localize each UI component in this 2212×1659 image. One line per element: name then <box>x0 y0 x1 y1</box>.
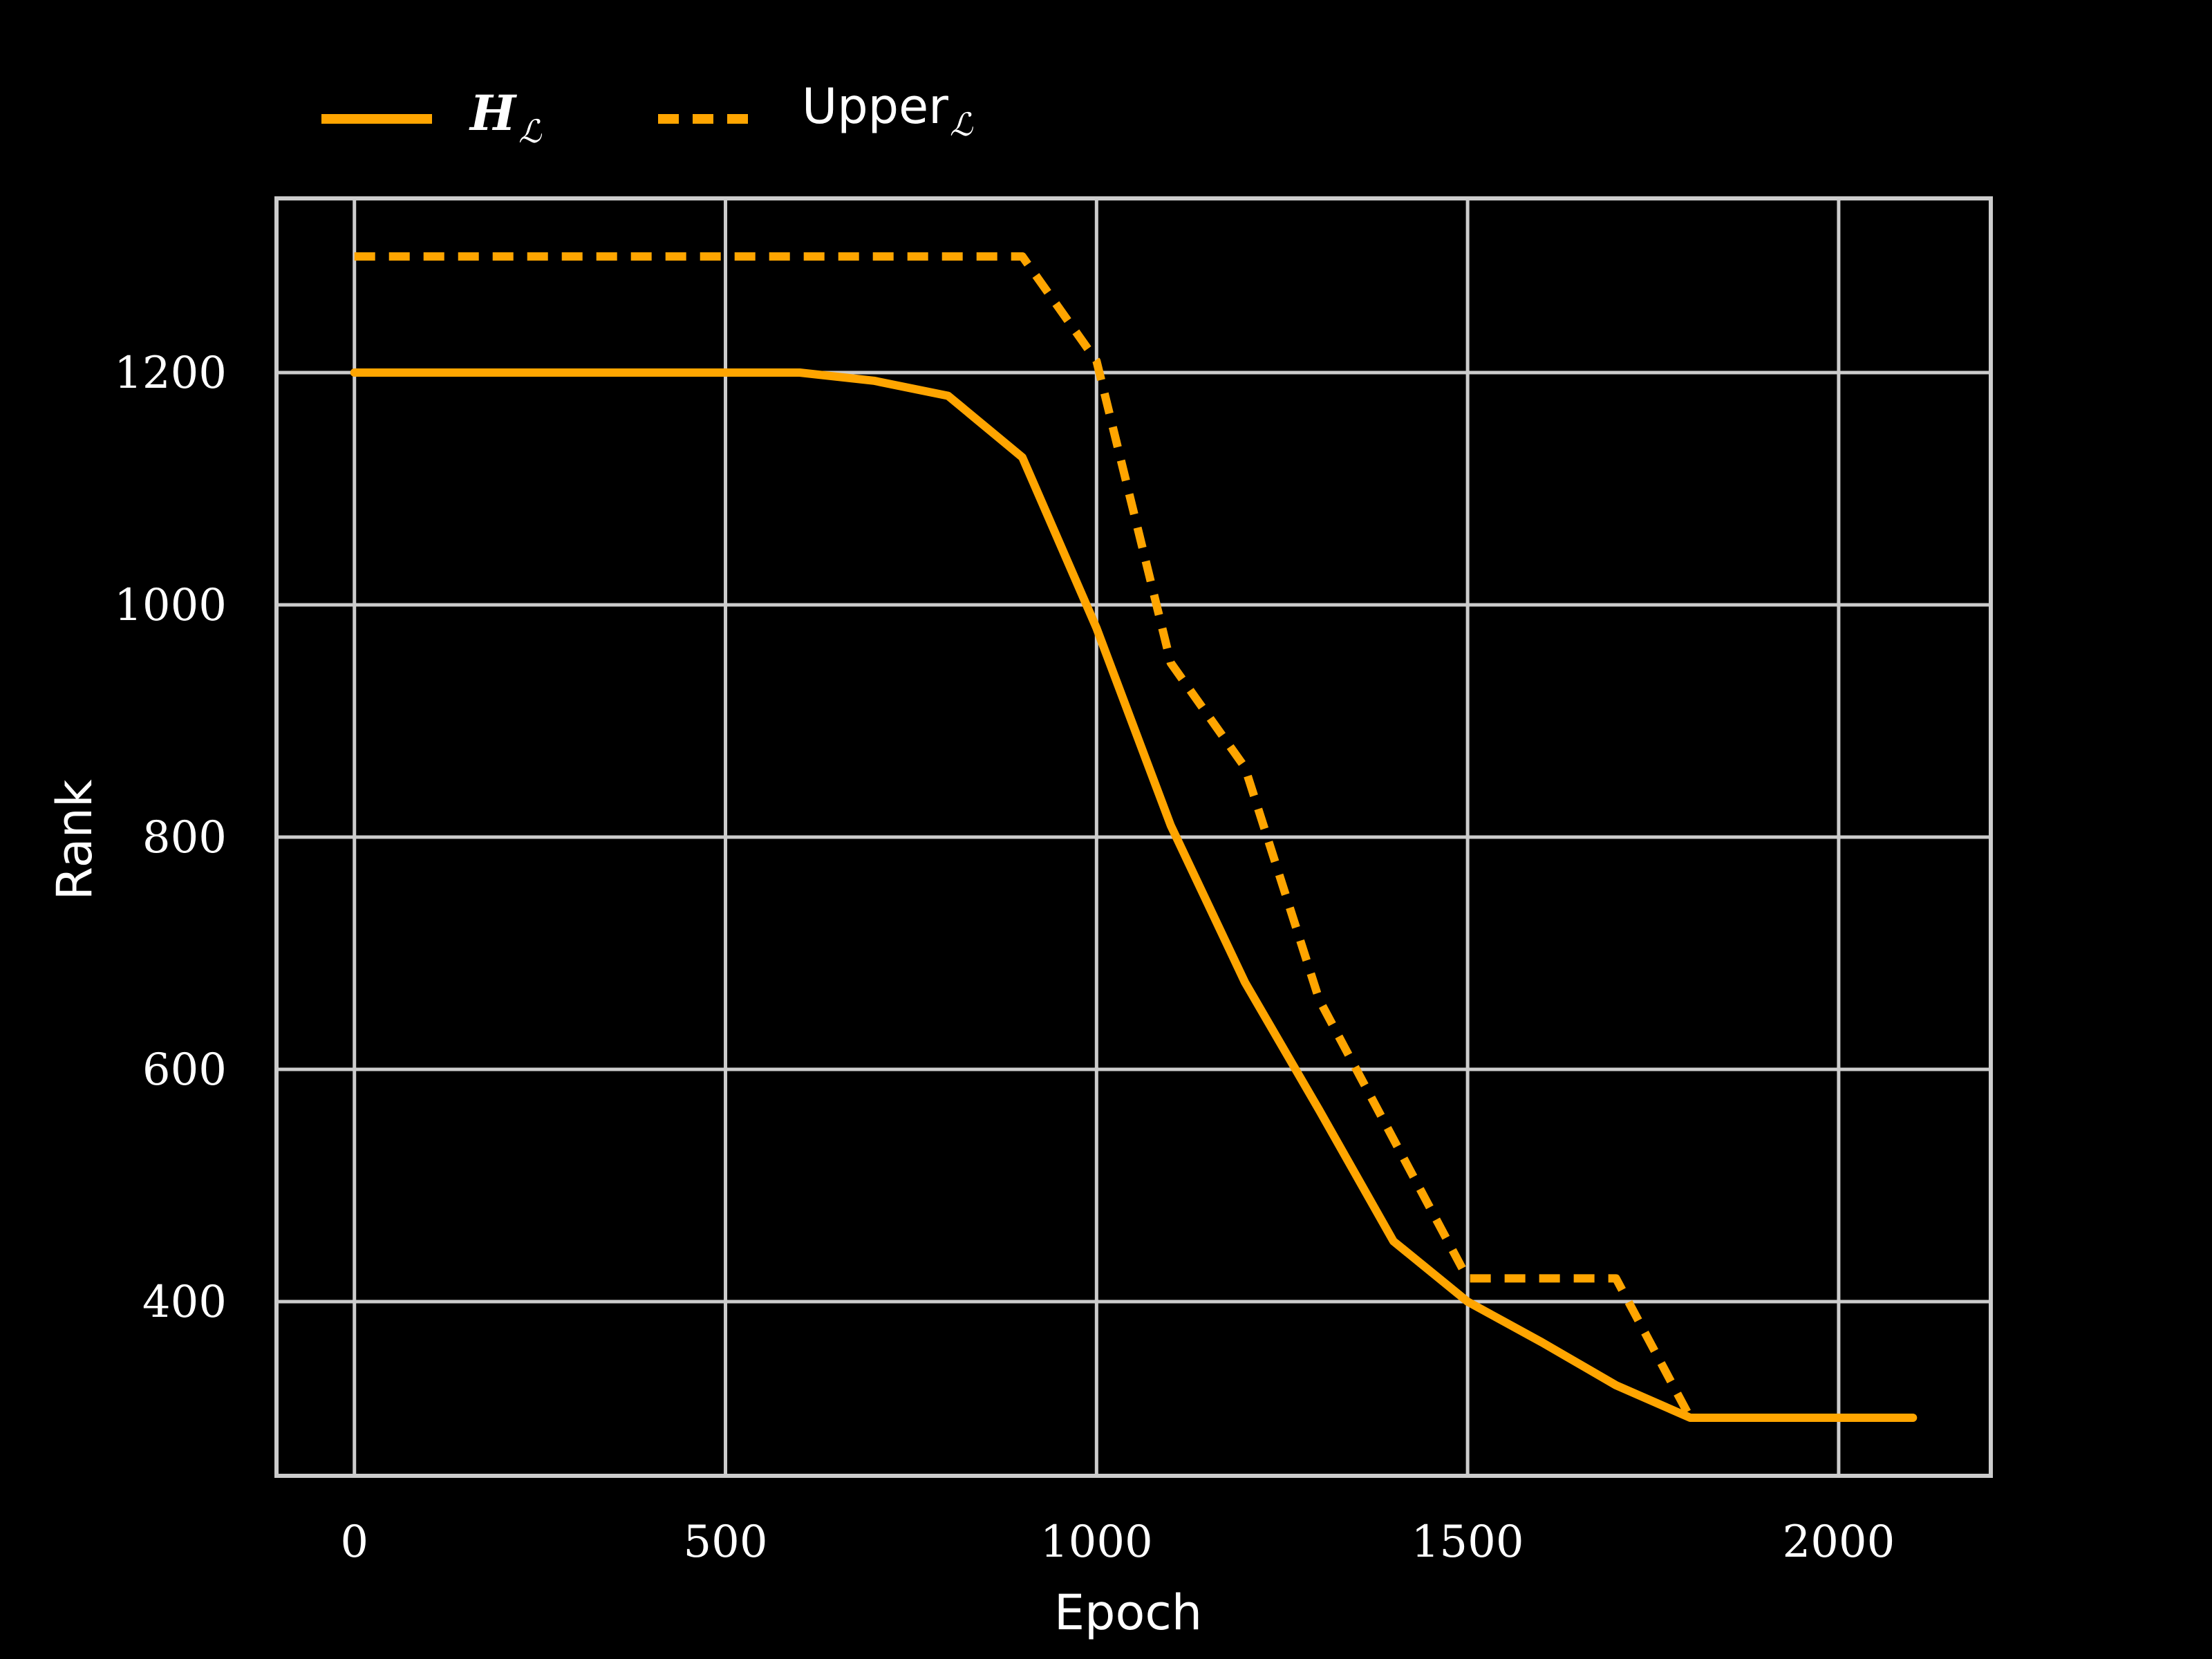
legend-label-h: Hℒ <box>469 84 542 150</box>
y-tick-labels: 400 600 800 1000 1200 <box>114 348 227 1328</box>
y-tick-label: 1000 <box>114 580 227 631</box>
series-line-h <box>350 368 1918 1422</box>
x-tick-label: 1000 <box>1040 1517 1153 1568</box>
plot-frame <box>274 196 1993 1478</box>
y-tick-label: 800 <box>142 812 227 863</box>
y-tick-label: 600 <box>142 1044 227 1096</box>
legend-label-upper-sub: ℒ <box>950 106 973 143</box>
y-tick-label: 400 <box>142 1277 227 1328</box>
x-tick-label: 1500 <box>1412 1517 1524 1568</box>
series-layer <box>350 252 1918 1422</box>
x-tick-label: 0 <box>340 1517 368 1568</box>
x-tick-label: 2000 <box>1782 1517 1895 1568</box>
legend: Hℒ Upperℒ <box>321 78 973 150</box>
legend-label-h-sub: ℒ <box>518 113 542 150</box>
y-axis-label: Rank <box>46 779 103 900</box>
grid <box>276 198 1991 1476</box>
series-line-upper <box>354 252 1694 1420</box>
legend-label-h-main: H <box>469 84 517 142</box>
x-tick-label: 500 <box>683 1517 767 1568</box>
legend-label-upper-main: Upper <box>802 78 948 135</box>
x-tick-labels: 0 500 1000 1500 2000 <box>340 1517 1895 1568</box>
legend-label-upper: Upperℒ <box>802 78 973 143</box>
y-tick-label: 1200 <box>114 348 227 399</box>
x-axis-label: Epoch <box>1054 1584 1202 1641</box>
